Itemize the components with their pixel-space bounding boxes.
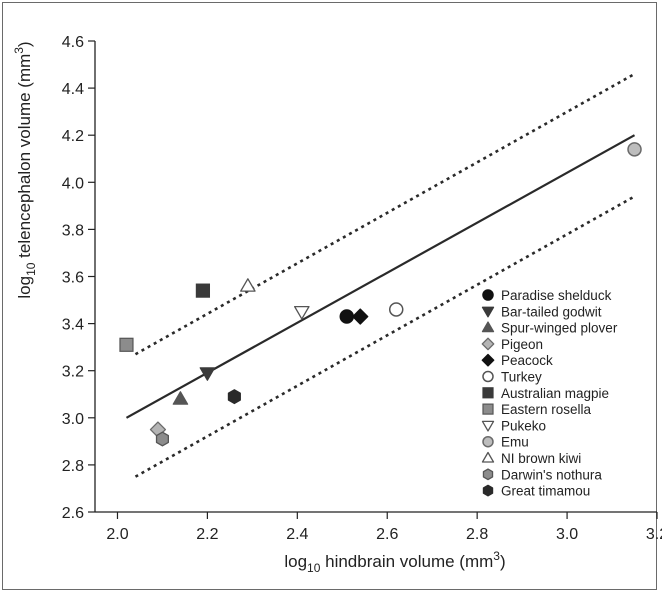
point-bar-tailed-godwit	[199, 367, 216, 381]
legend-marker-great-timamou	[482, 484, 494, 497]
x-tick-label: 2.6	[376, 526, 398, 543]
y-tick-label: 2.6	[62, 505, 84, 522]
point-pukeko	[294, 305, 310, 320]
legend-marker-australian-magpie	[482, 387, 494, 399]
y-tick-label: 4.0	[62, 175, 84, 192]
y-tick-label: 3.4	[62, 317, 84, 334]
legend-label-pukeko: Pukeko	[501, 418, 546, 433]
y-tick-label: 4.2	[62, 128, 84, 145]
legend-marker-turkey	[482, 370, 494, 383]
legend-marker-emu	[482, 435, 494, 448]
legend-label-spur-winged-plover: Spur-winged plover	[501, 321, 618, 336]
point-australian-magpie	[195, 283, 211, 298]
x-tick-label: 2.2	[196, 526, 218, 543]
legend-marker-eastern-rosella	[482, 403, 494, 415]
point-turkey	[388, 302, 404, 317]
y-tick-label: 4.4	[62, 81, 84, 98]
legend-label-paradise-shelduck: Paradise shelduck	[501, 288, 612, 303]
legend-label-ni-brown-kiwi: NI brown kiwi	[501, 451, 581, 466]
legend-marker-bar-tailed-godwit	[481, 306, 495, 318]
y-tick-label: 3.2	[62, 364, 84, 381]
point-great-timamou	[227, 389, 241, 405]
x-axis-label: log10 hindbrain volume (mm3)	[284, 549, 505, 575]
axes: 2.6 2.8 3.0 3.2 3.4 3.6 3.8 4.0 4.2 4.4 4.6 2.0 2.2 2…	[62, 34, 662, 543]
legend-label-bar-tailed-godwit: Bar-tailed godwit	[501, 304, 602, 319]
y-tick-label: 3.6	[62, 270, 84, 287]
legend-marker-spur-winged-plover	[481, 321, 495, 333]
point-eastern-rosella	[119, 337, 134, 352]
legend-marker-ni-brown-kiwi	[481, 451, 495, 463]
axis-labels: log10 hindbrain volume (mm3) log10 telen…	[12, 41, 506, 575]
x-tick-label: 3.0	[556, 526, 578, 543]
data-points	[119, 142, 642, 447]
legend-marker-pukeko	[481, 420, 495, 432]
legend-marker-darwin-s-nothura	[482, 468, 494, 481]
legend-label-peacock: Peacock	[501, 353, 553, 368]
legend-marker-peacock	[481, 353, 495, 367]
legend-label-pigeon: Pigeon	[501, 337, 543, 352]
legend-label-great-timamou: Great timamou	[501, 484, 590, 499]
x-tick-label: 2.8	[466, 526, 488, 543]
y-axis-label: log10 telencephalon volume (mm3)	[12, 41, 38, 298]
legend-marker-pigeon	[481, 337, 495, 351]
legend-marker-paradise-shelduck	[482, 289, 494, 301]
y-tick-label: 4.6	[62, 34, 84, 51]
x-tick-label: 2.0	[106, 526, 128, 543]
figure-frame	[2, 2, 657, 590]
y-tick-label: 3.0	[62, 411, 84, 428]
point-paradise-shelduck	[339, 309, 355, 324]
legend-label-darwin-s-nothura: Darwin's nothura	[501, 467, 602, 482]
x-tick-label: 2.4	[286, 526, 308, 543]
point-darwin-s-nothura	[155, 431, 170, 447]
point-ni-brown-kiwi	[240, 278, 256, 292]
point-spur-winged-plover	[172, 391, 189, 405]
lower-prediction-band	[134, 195, 636, 478]
legend-label-eastern-rosella: Eastern rosella	[501, 402, 592, 417]
y-tick-label: 3.8	[62, 222, 84, 239]
legend-label-emu: Emu	[501, 435, 529, 450]
point-emu	[627, 142, 642, 157]
legend-label-turkey: Turkey	[501, 370, 542, 385]
regression-line	[125, 134, 636, 419]
y-tick-label: 2.8	[62, 458, 84, 475]
legend-label-australian-magpie: Australian magpie	[501, 386, 609, 401]
upper-prediction-band	[134, 72, 636, 356]
x-tick-label: 3.2	[646, 526, 662, 543]
point-peacock	[352, 308, 369, 325]
